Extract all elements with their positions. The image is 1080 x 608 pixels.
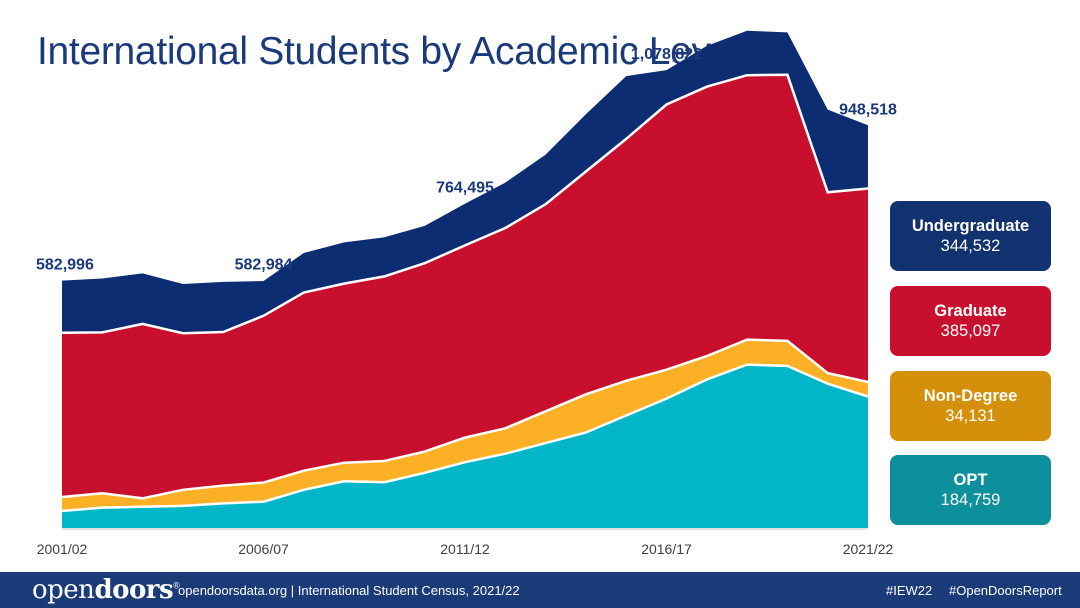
- separator-line-non-degree: [61, 338, 869, 500]
- legend-name: Non-Degree: [923, 386, 1018, 405]
- area-layers: [61, 30, 869, 528]
- logo-text-bold: doors: [94, 575, 174, 605]
- x-axis: 2001/02 2006/07 2011/12 2016/17 2021/22: [37, 528, 894, 557]
- stacked-area-chart: 582,996 582,984 764,495 1,078,822 948,518 20…: [36, 30, 897, 557]
- x-tick-label: 2001/02: [37, 541, 88, 557]
- legend-value: 385,097: [940, 321, 1001, 340]
- area-graduate: [62, 74, 868, 499]
- legend-box-opt: OPT 184,759: [890, 455, 1051, 525]
- legend-name: Undergraduate: [911, 216, 1030, 235]
- legend-box-undergraduate: Undergraduate 344,532: [890, 201, 1051, 271]
- logo-registered-mark: ®: [173, 580, 180, 591]
- logo-text-light: open: [32, 575, 95, 605]
- area-undergraduate: [62, 30, 868, 334]
- x-tick-label: 2021/22: [843, 541, 894, 557]
- legend-value: 344,532: [940, 236, 1001, 255]
- separator-line-opt: [61, 363, 869, 513]
- x-tick-label: 2006/07: [238, 541, 289, 557]
- total-label: 948,518: [839, 101, 897, 118]
- footer-bar: opendoors® opendoorsdata.org | Internati…: [0, 572, 1080, 608]
- total-annotations: 582,996 582,984 764,495 1,078,822 948,518: [36, 46, 897, 273]
- legend-value: 34,131: [945, 406, 996, 425]
- total-label: 582,996: [36, 257, 94, 274]
- area-opt: [62, 364, 868, 528]
- open-doors-logo: opendoors®: [32, 575, 180, 605]
- legend-name: Graduate: [934, 301, 1007, 320]
- legend-name: OPT: [953, 470, 988, 489]
- total-label: 582,984: [235, 257, 293, 274]
- x-tick-label: 2011/12: [440, 541, 490, 557]
- area-non-degree: [62, 339, 868, 511]
- x-tick-label: 2016/17: [641, 541, 692, 557]
- footer-hashtag-opendoors: #OpenDoorsReport: [949, 583, 1062, 598]
- separator-line-graduate: [61, 73, 869, 335]
- legend-box-non-degree: Non-Degree 34,131: [890, 371, 1051, 441]
- legend-value: 184,759: [940, 490, 1001, 509]
- footer-source: opendoorsdata.org | International Studen…: [178, 583, 520, 598]
- total-label: 1,078,822: [631, 46, 702, 63]
- total-label: 764,495: [436, 180, 494, 197]
- footer-hashtag-iew: #IEW22: [886, 583, 933, 598]
- legend-box-graduate: Graduate 385,097: [890, 286, 1051, 356]
- page-title: International Students by Academic Level: [37, 30, 741, 73]
